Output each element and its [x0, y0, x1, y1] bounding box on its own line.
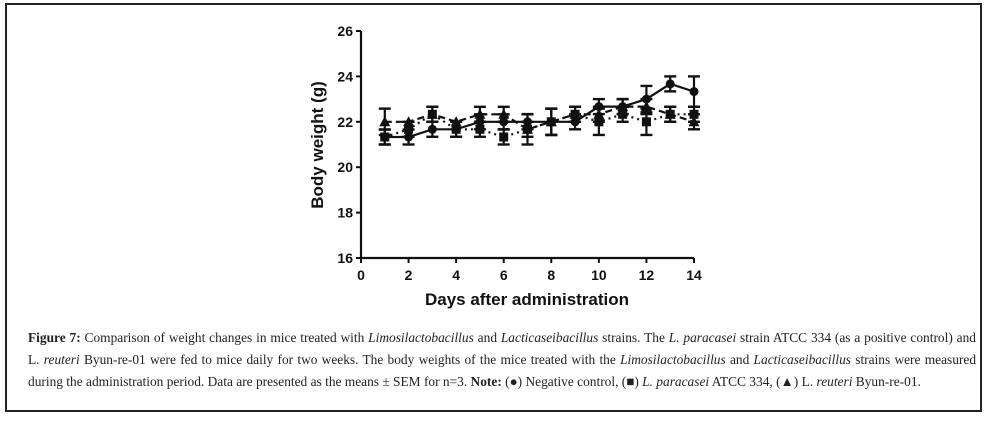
caption-segment: (●) Negative control, (■)	[501, 374, 643, 389]
caption-segment: and	[473, 330, 501, 345]
data-point-circle	[665, 79, 675, 89]
x-tick-label: 6	[500, 267, 508, 283]
x-tick-label: 10	[591, 267, 607, 283]
caption-segment: L. paracasei	[642, 374, 710, 389]
figure-frame	[5, 3, 982, 412]
x-tick-label: 2	[405, 267, 413, 283]
caption-segment: and	[725, 352, 754, 367]
data-point-triangle	[379, 116, 391, 127]
caption-segment: strain ATCC 334 (as a positive control) …	[28, 330, 976, 367]
caption-body: Comparison of weight changes in mice tre…	[28, 330, 976, 389]
data-point-triangle	[450, 116, 462, 127]
caption-segment: Comparison of weight changes in mice tre…	[80, 330, 369, 345]
y-tick-label: 18	[337, 205, 353, 221]
y-tick-label: 16	[337, 250, 353, 266]
series-group	[378, 75, 700, 146]
caption-label: Figure 7:	[28, 330, 81, 345]
data-point-triangle	[617, 101, 629, 112]
caption-segment: reuteri	[43, 352, 80, 367]
figure-caption: Figure 7: Comparison of weight changes i…	[28, 327, 976, 393]
y-tick-label: 22	[337, 114, 353, 130]
data-point-circle	[427, 124, 437, 134]
data-point-square	[404, 124, 414, 134]
data-point-circle	[689, 87, 699, 97]
data-point-triangle	[569, 108, 581, 119]
x-tick-label: 12	[639, 267, 655, 283]
x-tick-label: 8	[547, 267, 555, 283]
x-tick-label: 14	[686, 267, 702, 283]
caption-segment: Limosilactobacillus	[620, 352, 726, 367]
x-axis-title: Days after administration	[425, 290, 629, 309]
x-tick-label: 0	[357, 267, 365, 283]
caption-segment: strains. The	[598, 330, 669, 345]
data-point-triangle	[474, 108, 486, 119]
data-point-square	[641, 117, 651, 127]
caption-segment: Limosilactobacillus	[368, 330, 474, 345]
data-point-triangle	[426, 108, 438, 119]
caption-segment: reuteri	[816, 374, 853, 389]
series-triangle	[378, 97, 700, 138]
data-point-triangle	[545, 116, 557, 127]
caption-segment: ATCC 334, (▲) L.	[709, 374, 817, 389]
data-point-triangle	[640, 101, 652, 112]
y-tick-label: 24	[337, 68, 353, 84]
data-point-triangle	[688, 116, 700, 127]
caption-segment: L. paracasei	[668, 330, 737, 345]
data-point-square	[451, 124, 461, 134]
data-point-triangle	[664, 108, 676, 119]
data-point-square	[499, 132, 509, 142]
data-point-triangle	[593, 108, 605, 119]
y-tick-label: 20	[337, 159, 353, 175]
caption-segment: strains were measured during the adminis…	[28, 352, 977, 389]
caption-segment: Lacticaseibacillus	[753, 352, 851, 367]
caption-segment: Lacticaseibacillus	[500, 330, 599, 345]
y-axis-title: Body weight (g)	[308, 81, 327, 208]
data-point-triangle	[498, 108, 510, 119]
series-line	[384, 105, 695, 131]
data-point-triangle	[403, 116, 415, 127]
y-tick-label: 26	[337, 23, 353, 39]
caption-segment: Byun-re-01.	[852, 374, 921, 389]
x-tick-label: 4	[452, 267, 460, 283]
data-point-square	[475, 124, 485, 134]
data-point-square	[380, 132, 390, 142]
caption-segment: Byun-re-01 were fed to mice daily for tw…	[79, 352, 621, 367]
data-point-triangle	[522, 123, 533, 134]
caption-segment: Note:	[470, 374, 502, 389]
